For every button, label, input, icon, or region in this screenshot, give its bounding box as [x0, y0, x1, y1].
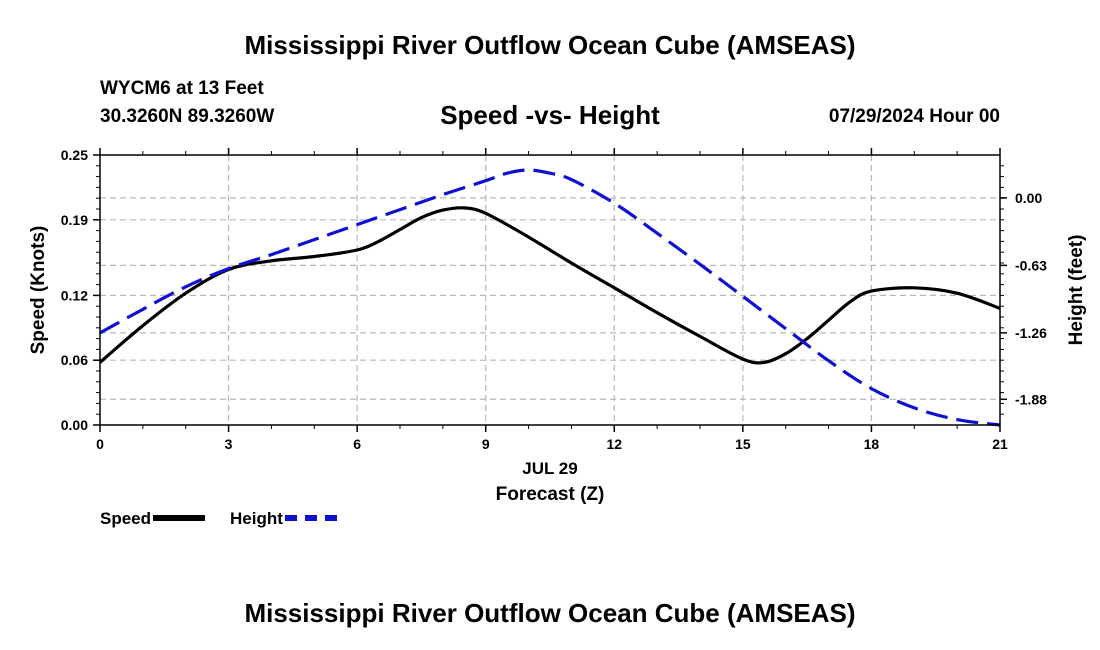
- y-left-tick-label: 0.06: [61, 352, 88, 368]
- y-right-tick-label: -0.63: [1015, 257, 1047, 273]
- speed-series-line: [98, 206, 1001, 365]
- y-left-tick-label: 0.00: [61, 417, 88, 433]
- x-axis-label: Forecast (Z): [496, 484, 605, 505]
- y-left-tick-label: 0.12: [61, 287, 88, 303]
- y-left-tick-label: 0.25: [61, 147, 88, 163]
- y-axis-left-label: Speed (Knots): [28, 226, 49, 355]
- series: [98, 168, 1001, 427]
- coordinates-label: 30.3260N 89.3260W: [100, 106, 275, 127]
- x-tick-label: 0: [96, 436, 104, 452]
- x-tick-label: 3: [225, 436, 233, 452]
- y-right-tick-label: -1.26: [1015, 325, 1047, 341]
- x-tick-label: 18: [864, 436, 880, 452]
- ticks: 0 3 6 9 12 15 18 21 0.00 0.06 0.12 0.19 0.25 0.00 -0.6…: [61, 147, 1047, 452]
- x-tick-label: 9: [482, 436, 490, 452]
- y-right-tick-label: 0.00: [1015, 190, 1042, 206]
- legend-speed-label: Speed: [100, 509, 152, 528]
- height-series-line: [99, 168, 1001, 427]
- station-label: WYCM6 at 13 Feet: [100, 78, 264, 99]
- x-tick-label: 6: [353, 436, 361, 452]
- chart-title-bottom: Mississippi River Outflow Ocean Cube (AM…: [244, 598, 856, 628]
- y-right-tick-label: -1.88: [1015, 391, 1047, 407]
- legend-height: Height: [230, 509, 337, 529]
- forecast-datetime: 07/29/2024 Hour 00: [828, 106, 1000, 127]
- y-left-tick-label: 0.19: [61, 212, 88, 228]
- grid: [100, 155, 1000, 425]
- legend-height-label: Height: [230, 509, 283, 528]
- legend-height-swatch: [284, 514, 337, 521]
- x-tick-label: 12: [606, 436, 622, 452]
- chart-title: Mississippi River Outflow Ocean Cube (AM…: [244, 30, 856, 60]
- x-axis-date-label: JUL 29: [522, 459, 577, 478]
- x-tick-label: 21: [992, 436, 1008, 452]
- chart-subtitle: Speed -vs- Height: [440, 100, 660, 130]
- legend-speed: Speed: [100, 509, 206, 529]
- legend-speed-swatch: [153, 514, 206, 521]
- y-axis-right-label: Height (feet): [1066, 235, 1087, 346]
- x-tick-label: 15: [735, 436, 751, 452]
- plot-frame: [99, 154, 1001, 426]
